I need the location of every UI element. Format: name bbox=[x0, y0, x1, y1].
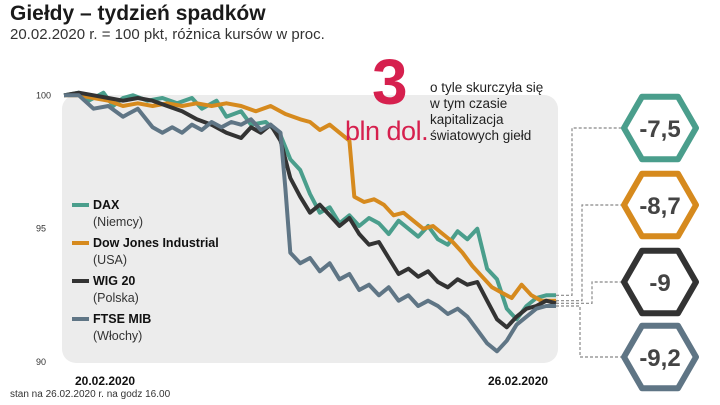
chart-subtitle: 20.02.2020 r. = 100 pkt, różnica kursów … bbox=[10, 26, 325, 43]
legend-country: (USA) bbox=[93, 253, 127, 267]
legend: DAX (Niemcy) Dow Jones Industrial (USA) WIG … bbox=[72, 198, 219, 343]
callout-line: o tyle skurczyła się bbox=[430, 80, 544, 95]
change-badge-hexagon bbox=[621, 247, 699, 317]
legend-country: (Niemcy) bbox=[93, 215, 143, 229]
change-badge-hexagon bbox=[621, 93, 699, 163]
legend-name: DAX bbox=[93, 198, 120, 212]
chart-title: Giełdy – tydzień spadków bbox=[10, 2, 266, 25]
callout-line: w tym czasie bbox=[430, 96, 508, 111]
y-tick-label: 100 bbox=[36, 90, 51, 100]
callout-line: światowych giełd bbox=[430, 128, 532, 143]
y-axis-ticks: 100 95 90 bbox=[36, 90, 51, 367]
y-tick-label: 95 bbox=[36, 224, 46, 234]
badge-connectors bbox=[556, 127, 624, 358]
change-badges: -7,5 -8,7 -9 -9,2 bbox=[621, 93, 699, 392]
change-value: -9 bbox=[649, 270, 670, 297]
x-label-start: 20.02.2020 bbox=[75, 374, 135, 388]
legend-country: (Włochy) bbox=[93, 329, 142, 343]
series-line-0 bbox=[63, 90, 556, 322]
callout-line: kapitalizacja bbox=[430, 112, 504, 127]
footnote: stan na 26.02.2020 r. na godz 16.00 bbox=[10, 389, 171, 400]
series-line-3 bbox=[64, 93, 556, 354]
change-value: -9,2 bbox=[639, 345, 680, 372]
callout-text: o tyle skurczyła się w tym czasie kapita… bbox=[430, 80, 580, 144]
capitalization-unit: bln dol. bbox=[345, 116, 429, 146]
change-value: -8,7 bbox=[639, 193, 680, 220]
capitalization-number: 3 bbox=[372, 46, 408, 118]
legend-country: (Polska) bbox=[93, 291, 139, 305]
change-value: -7,5 bbox=[639, 116, 680, 143]
connector-line bbox=[556, 204, 624, 302]
change-badge-hexagon bbox=[621, 170, 699, 240]
x-label-end: 26.02.2020 bbox=[488, 374, 548, 388]
legend-name: WIG 20 bbox=[93, 274, 135, 288]
series-lines bbox=[63, 90, 557, 354]
change-badge-hexagon bbox=[621, 322, 699, 392]
connector-line bbox=[556, 305, 624, 358]
legend-name: Dow Jones Industrial bbox=[93, 236, 219, 250]
series-line-1 bbox=[64, 93, 556, 303]
y-tick-label: 90 bbox=[36, 357, 46, 367]
series-line-2 bbox=[63, 90, 557, 330]
connector-line bbox=[556, 281, 624, 304]
legend-name: FTSE MIB bbox=[93, 312, 151, 326]
plot-background bbox=[62, 95, 558, 363]
connector-line bbox=[556, 127, 624, 296]
